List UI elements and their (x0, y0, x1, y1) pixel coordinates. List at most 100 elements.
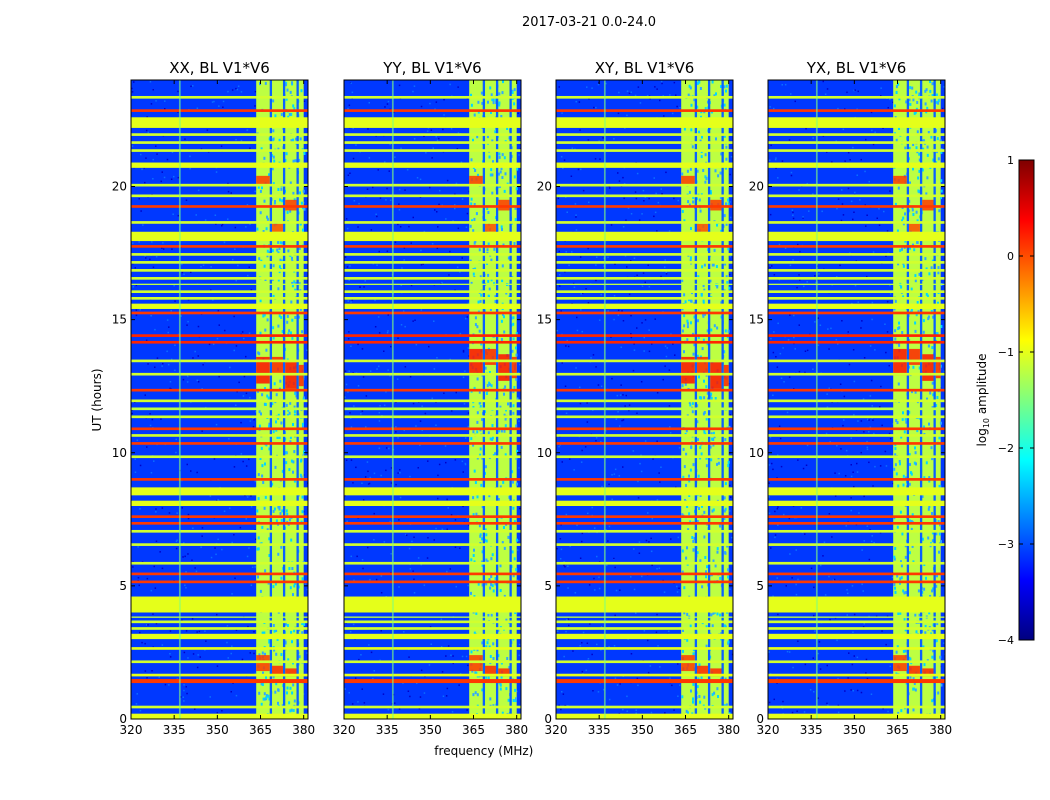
rfi-speckle (921, 168, 924, 172)
noise-pixel (404, 189, 406, 191)
noise-pixel (145, 257, 147, 259)
noise-pixel (850, 464, 852, 466)
noise-pixel (826, 664, 828, 667)
noise-pixel (361, 559, 364, 561)
rfi-speckle (278, 138, 281, 142)
noise-pixel (236, 88, 239, 91)
rfi-speckle (710, 328, 713, 332)
hot-spot (485, 223, 496, 232)
noise-pixel (656, 88, 658, 90)
noise-pixel (359, 286, 361, 288)
noise-pixel (643, 200, 645, 202)
noise-pixel (254, 480, 257, 483)
noise-pixel (615, 589, 618, 592)
rfi-speckle (503, 330, 506, 334)
noise-pixel (167, 331, 169, 334)
rfi-speckle (689, 520, 692, 524)
noise-pixel (182, 556, 184, 558)
rfi-speckle (513, 386, 516, 389)
noise-pixel (201, 535, 203, 537)
noise-pixel (878, 208, 880, 210)
rfi-speckle (911, 390, 913, 394)
noise-pixel (349, 265, 351, 267)
rfi-speckle (716, 223, 718, 227)
noise-pixel (172, 213, 174, 215)
noise-pixel (412, 570, 414, 572)
flag-band (556, 388, 733, 392)
flag-band (344, 660, 521, 664)
rfi-speckle (908, 146, 911, 150)
noise-pixel (427, 537, 429, 539)
noise-pixel (795, 593, 798, 596)
noise-pixel (584, 446, 587, 448)
rfi-speckle (724, 329, 727, 333)
rfi-speckle (714, 397, 717, 400)
noise-pixel (462, 351, 465, 353)
rfi-speckle (499, 564, 502, 568)
noise-pixel (795, 549, 797, 551)
rfi-speckle (264, 462, 266, 466)
noise-pixel (847, 151, 850, 154)
noise-pixel (668, 369, 671, 371)
noise-pixel (814, 275, 816, 277)
noise-pixel (885, 465, 888, 467)
flag-band (131, 311, 308, 315)
noise-pixel (873, 432, 875, 435)
rfi-speckle (478, 329, 481, 333)
rfi-speckle (272, 430, 275, 434)
hot-spot (485, 665, 496, 677)
rfi-speckle (909, 519, 911, 523)
flag-band (344, 434, 521, 437)
noise-pixel (187, 375, 189, 378)
rfi-speckle (726, 544, 729, 548)
noise-pixel (364, 280, 366, 282)
noise-pixel (656, 568, 658, 570)
rfi-speckle (257, 497, 260, 501)
rfi-speckle (929, 89, 932, 93)
x-tick-label: 380 (717, 723, 740, 737)
rfi-speckle (706, 391, 709, 395)
rfi-speckle (292, 683, 295, 687)
rfi-speckle (499, 683, 502, 687)
noise-pixel (643, 336, 645, 339)
hot-spot (256, 356, 270, 384)
noise-pixel (435, 101, 438, 103)
noise-pixel (768, 482, 770, 484)
noise-pixel (255, 538, 257, 540)
noise-pixel (622, 419, 625, 421)
rfi-speckle (697, 677, 700, 681)
rfi-speckle (497, 654, 500, 658)
rfi-speckle (492, 160, 494, 164)
noise-pixel (240, 453, 243, 455)
rfi-speckle (683, 465, 686, 469)
rfi-speckle (289, 586, 292, 590)
rfi-speckle (505, 687, 508, 691)
rfi-speckle (894, 453, 897, 457)
noise-pixel (196, 666, 199, 669)
noise-pixel (628, 409, 630, 412)
rfi-speckle (279, 512, 282, 516)
rfi-speckle (901, 532, 904, 536)
rfi-speckle (261, 474, 264, 478)
noise-pixel (234, 226, 237, 229)
rfi-speckle (293, 405, 296, 409)
rfi-speckle (932, 587, 934, 591)
noise-pixel (240, 139, 243, 142)
noise-pixel (131, 91, 134, 93)
noise-pixel (647, 639, 649, 642)
noise-pixel (461, 257, 463, 259)
noise-pixel (146, 446, 148, 448)
y-tick-label: 15 (537, 313, 552, 327)
noise-pixel (349, 172, 351, 174)
rfi-speckle (904, 649, 907, 653)
noise-pixel (182, 696, 184, 698)
noise-pixel (789, 314, 791, 316)
rfi-speckle (300, 89, 303, 93)
noise-pixel (576, 316, 578, 319)
rfi-speckle (272, 509, 275, 513)
rfi-speckle (893, 467, 896, 471)
rfi-speckle (939, 364, 942, 368)
flag-band (556, 572, 733, 576)
flag-band (131, 283, 308, 286)
